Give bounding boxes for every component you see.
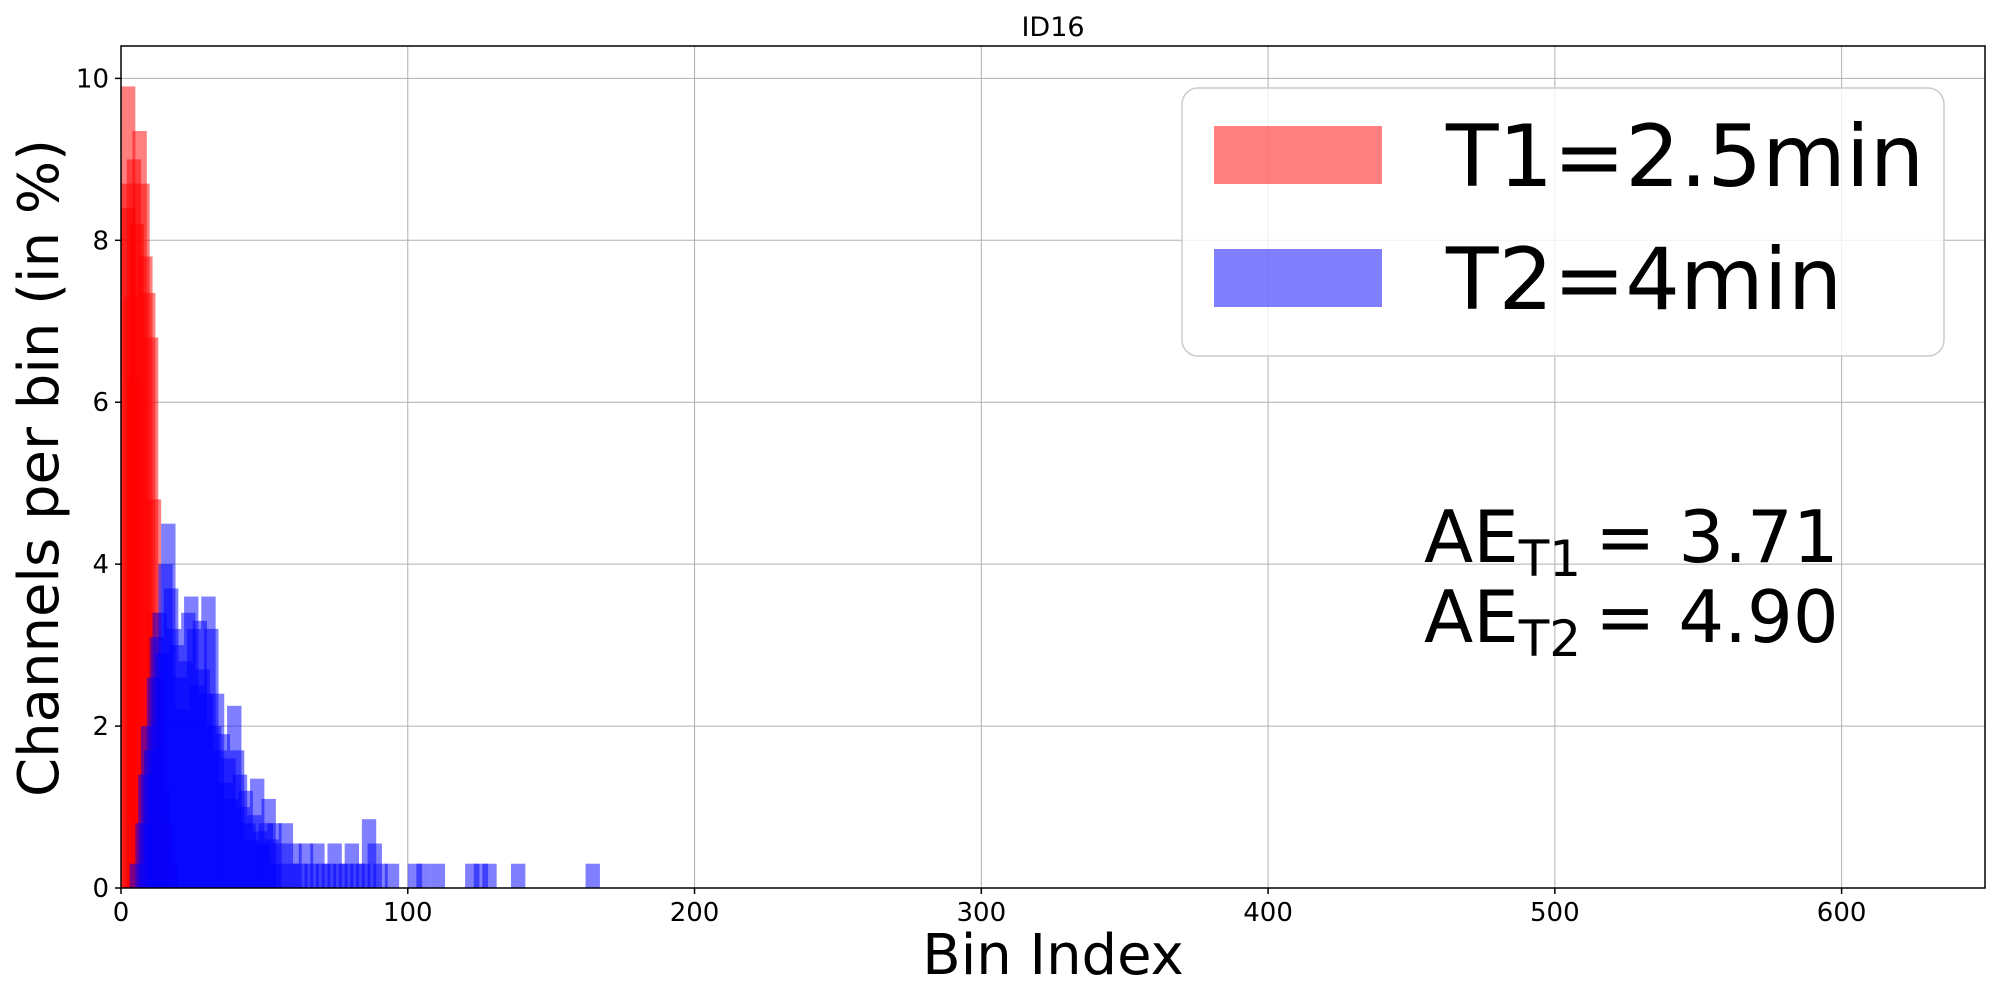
x-tick-label: 400 xyxy=(1243,898,1293,928)
annotation-ae-t2: AET2 = 4.90 xyxy=(1424,575,1839,668)
legend-swatch-t2 xyxy=(1214,249,1382,307)
x-axis-ticks: 0 100 200 300 400 500 600 xyxy=(113,888,1867,928)
y-axis-ticks: 0 2 4 6 8 10 xyxy=(76,64,121,904)
y-tick-label: 2 xyxy=(92,712,109,742)
chart-title: ID16 xyxy=(1021,12,1084,43)
x-axis-label: Bin Index xyxy=(922,923,1183,988)
y-tick-label: 0 xyxy=(92,874,109,904)
histogram-bar xyxy=(585,863,600,888)
ae-annotation: AET1 = 3.71 AET2 = 4.90 xyxy=(1424,495,1839,668)
legend: T1=2.5min T2=4min xyxy=(1181,87,1945,357)
y-tick-label: 8 xyxy=(92,226,109,256)
x-tick-label: 100 xyxy=(383,898,433,928)
legend-label-t2: T2=4min xyxy=(1445,230,1842,330)
x-tick-label: 200 xyxy=(670,898,720,928)
histogram-bar xyxy=(373,863,388,888)
histogram-bar xyxy=(430,863,446,888)
plot-frame xyxy=(120,45,1986,889)
histogram-bar xyxy=(482,863,497,888)
y-axis-label: Channels per bin (in %) xyxy=(7,139,72,797)
histogram-bar xyxy=(384,863,400,888)
histogram-bar xyxy=(511,863,526,888)
legend-label-t1: T1=2.5min xyxy=(1445,107,1924,207)
y-tick-label: 10 xyxy=(76,64,109,94)
legend-swatch-t1 xyxy=(1214,126,1382,184)
x-tick-label: 500 xyxy=(1530,898,1580,928)
x-tick-label: 600 xyxy=(1817,898,1867,928)
x-tick-label: 0 xyxy=(113,898,130,928)
annotation-ae-t1: AET1 = 3.71 xyxy=(1424,495,1839,588)
y-tick-label: 6 xyxy=(92,388,109,418)
series-t2-bars xyxy=(129,523,600,888)
histogram-bar xyxy=(416,863,431,888)
x-tick-label: 300 xyxy=(956,898,1006,928)
y-tick-label: 4 xyxy=(92,550,109,580)
